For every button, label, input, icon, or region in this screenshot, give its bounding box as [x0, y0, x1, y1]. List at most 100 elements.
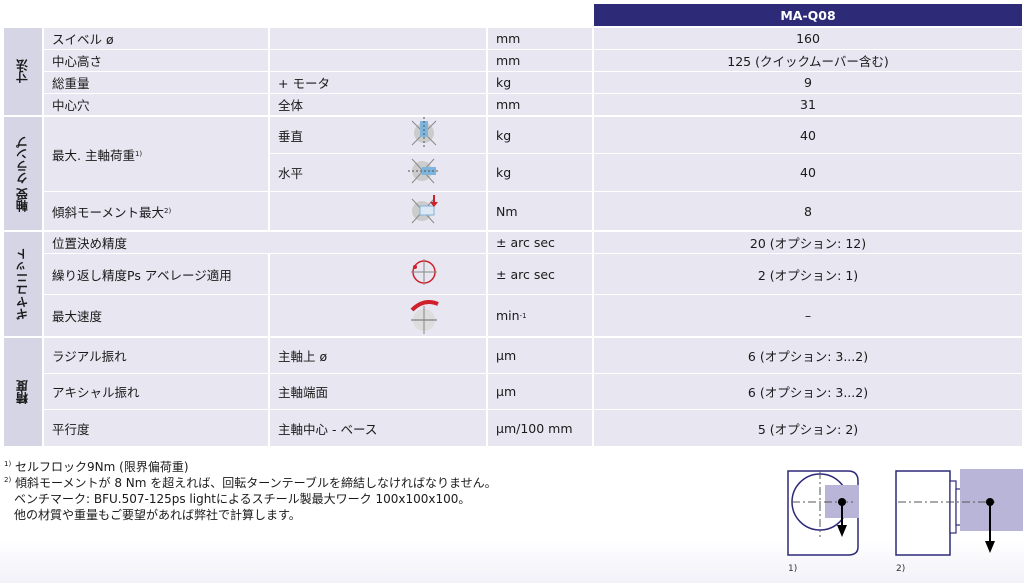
sub-cell: 垂直 — [270, 117, 486, 153]
diagram-2 — [895, 469, 1023, 556]
unit-cell: Nm — [488, 192, 592, 230]
unit-cell: mm — [488, 50, 592, 71]
value-cell-text: 20 (オプション: 12) — [749, 236, 867, 251]
value-cell-text: 160 — [796, 31, 820, 46]
param-cell: 傾斜モーメント最大 2) — [44, 192, 268, 230]
param-cell-text: 位置決め精度 — [52, 236, 128, 251]
value-cell-text: 40 — [800, 165, 816, 180]
unit-cell-text: ± arc sec — [496, 266, 555, 282]
param-cell-text: ラジアル振れ — [52, 349, 127, 364]
unit-cell-text: mm — [496, 53, 521, 68]
rotation-speed-icon — [410, 299, 439, 334]
unit-cell: µm — [488, 374, 592, 409]
value-cell-text: 2 (オプション: 1) — [757, 267, 859, 283]
param-cell: 平行度 — [44, 410, 268, 446]
param-cell: ラジアル振れ — [44, 338, 268, 373]
value-cell: 9 — [594, 72, 1022, 93]
diagram-1 — [787, 470, 859, 556]
unit-cell-text: mm — [496, 97, 521, 112]
value-cell: 40 — [594, 117, 1022, 153]
unit-cell: µm/100 mm — [488, 410, 592, 446]
value-cell-text: 31 — [800, 97, 816, 112]
group-gear: ギヤユニット — [4, 232, 42, 336]
param-cell: 最大. 主軸荷重 1) — [44, 117, 268, 191]
param-cell: 中心穴 — [44, 94, 268, 115]
value-cell-text: 40 — [800, 127, 816, 143]
param-cell-text: 平行度 — [52, 421, 90, 437]
unit-cell-text: mm — [496, 31, 521, 46]
value-cell: 5 (オプション: 2) — [594, 410, 1022, 446]
param-cell-text: 繰り返し精度Ps アベレージ適用 — [52, 267, 232, 283]
unit-cell-text: kg — [496, 165, 512, 180]
value-cell-text: 5 (オプション: 2) — [757, 421, 859, 437]
sub-cell-text: 水平 — [278, 166, 304, 181]
sub-cell: 水平 — [270, 154, 486, 191]
value-cell-text: 6 (オプション: 3...2) — [747, 385, 869, 400]
value-cell: 6 (オプション: 3...2) — [594, 338, 1022, 373]
footnote-ref: 2) — [164, 207, 172, 215]
value-cell: 160 — [594, 28, 1022, 49]
param-cell: 位置決め精度 — [44, 232, 486, 253]
sub-cell: 主軸中心 - ベース — [270, 410, 486, 446]
sub-cell: 主軸端面 — [270, 374, 486, 409]
value-cell-text: 6 (オプション: 3...2) — [747, 349, 869, 364]
param-cell-text: スイベル ø — [52, 32, 114, 47]
figure-1-label: 1) — [788, 564, 797, 574]
footnote-other: 他の材質や重量もご要望があれば弊社で計算します。 — [14, 508, 301, 522]
unit-cell-text: ± arc sec — [496, 235, 555, 250]
sub-cell-text: 主軸上 ø — [278, 349, 328, 364]
sub-cell-text: + モータ — [278, 76, 330, 91]
value-cell: 31 — [594, 94, 1022, 115]
tilt-moment-icon — [411, 195, 438, 224]
unit-cell: ± arc sec — [488, 254, 592, 294]
unit-cell: mm — [488, 28, 592, 49]
unit-cell: min -1 — [488, 295, 592, 336]
param-cell-text: 中心穴 — [52, 98, 90, 113]
sub-cell — [270, 295, 486, 336]
param-cell: 繰り返し精度Ps アベレージ適用 — [44, 254, 268, 294]
unit-cell-text: min — [496, 308, 520, 323]
value-cell: 125 (クイックムーバー含む) — [594, 50, 1022, 71]
value-cell-text: 125 (クイックムーバー含む) — [727, 54, 889, 69]
group-bearing: 軸受 クランプ — [4, 117, 42, 230]
unit-cell-text: µm — [496, 384, 517, 399]
unit-cell-text: kg — [496, 75, 512, 90]
param-cell: アキシャル振れ — [44, 374, 268, 409]
sub-cell — [270, 28, 486, 49]
param-cell-text: 傾斜モーメント最大 — [52, 204, 165, 220]
unit-cell: µm — [488, 338, 592, 373]
value-cell: – — [594, 295, 1022, 336]
sub-cell-text: 全体 — [278, 98, 304, 113]
value-cell: 6 (オプション: 3...2) — [594, 374, 1022, 409]
load-diagrams: 1) 2) — [787, 469, 1023, 574]
value-cell: 40 — [594, 154, 1022, 191]
figure-2-label: 2) — [896, 564, 905, 574]
param-cell: スイベル ø — [44, 28, 268, 49]
sub-cell: + モータ — [270, 72, 486, 93]
unit-cell-text: µm/100 mm — [496, 420, 573, 436]
param-cell-text: 最大速度 — [52, 309, 103, 324]
footnote-1: 1) セルフロック9Nm (限界偏荷重) — [4, 460, 189, 474]
sub-cell: 主軸上 ø — [270, 338, 486, 373]
param-cell: 中心高さ — [44, 50, 268, 71]
unit-cell: kg — [488, 72, 592, 93]
footnote-ref: 1) — [134, 150, 143, 158]
footnote-2: 2) 傾斜モーメントが 8 Nm を超えれば、回転ターンテーブルを締結しなければ… — [4, 476, 497, 490]
param-cell-text: アキシャル振れ — [52, 385, 140, 400]
unit-cell-text: kg — [496, 127, 512, 143]
sub-cell — [270, 192, 486, 230]
unit-cell-text: µm — [496, 348, 517, 363]
sub-cell-text: 主軸端面 — [278, 385, 329, 400]
vertical-load-icon — [411, 117, 437, 149]
unit-cell: ± arc sec — [488, 232, 592, 253]
horizontal-load-icon — [408, 158, 440, 183]
value-cell-text: – — [804, 308, 812, 323]
param-cell: 総重量 — [44, 72, 268, 93]
sub-cell: 全体 — [270, 94, 486, 115]
sub-cell — [270, 50, 486, 71]
unit-cell-text: Nm — [496, 203, 518, 219]
group-dimensions: 寸法 — [4, 28, 42, 115]
param-cell-text: 中心高さ — [52, 54, 103, 69]
unit-cell: kg — [488, 117, 592, 153]
param-cell: 最大速度 — [44, 295, 268, 336]
